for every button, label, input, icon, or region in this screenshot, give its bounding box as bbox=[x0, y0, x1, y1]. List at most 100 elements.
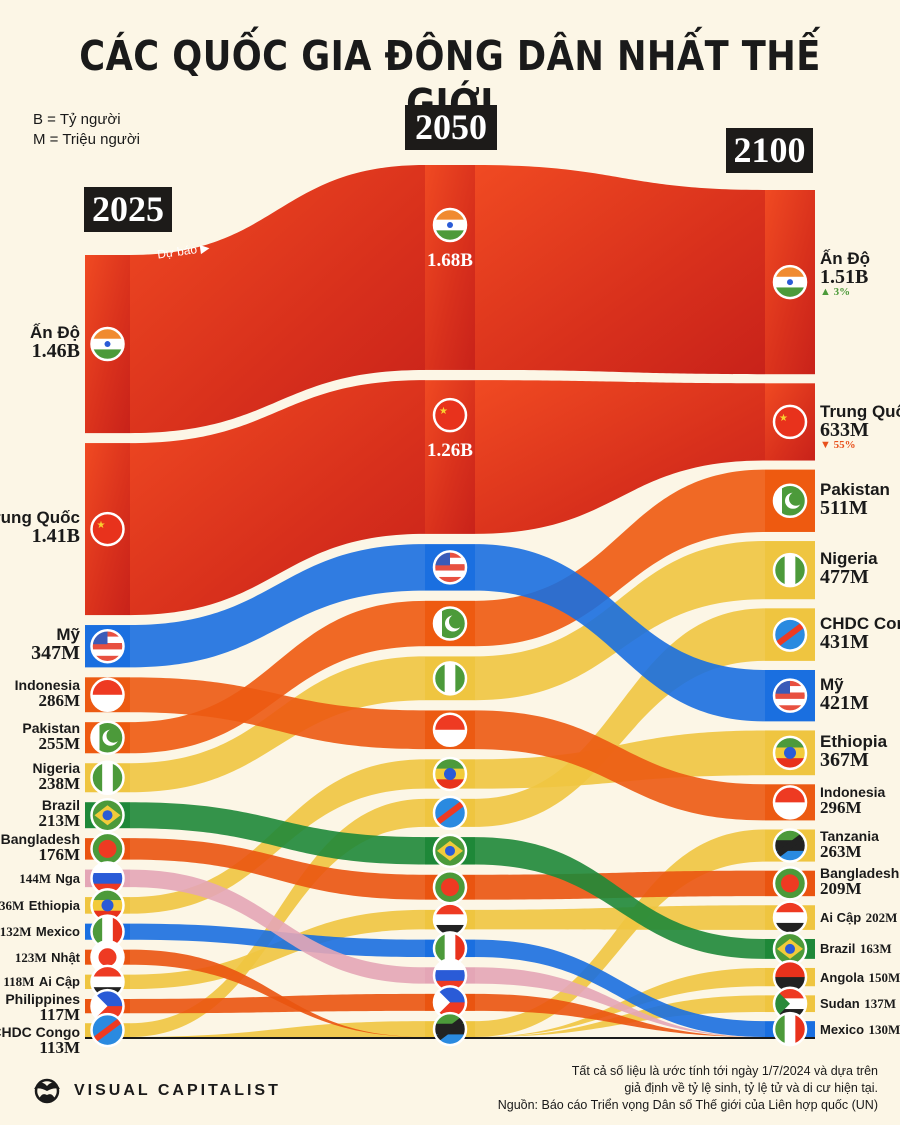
population-value: 136M bbox=[0, 897, 25, 913]
ribbon-china-2050-2100 bbox=[475, 380, 765, 534]
ribbon-china-2025-2050 bbox=[130, 380, 425, 616]
label-ethiopia-2025: 136M Ethiopia bbox=[0, 898, 80, 914]
label-philippines-2025: Philippines 117M bbox=[5, 992, 80, 1023]
population-value: 202M bbox=[865, 910, 898, 926]
label-india-2100: Ấn Độ 1.51B ▲ 3% bbox=[820, 250, 870, 298]
label-egypt-2025: 118M Ai Cập bbox=[3, 974, 80, 990]
svg-text:★: ★ bbox=[97, 520, 106, 531]
footnote: Tất cả số liệu là ước tính tới ngày 1/7/… bbox=[498, 1063, 878, 1114]
us-flag-icon bbox=[432, 550, 468, 585]
label-us-2025: Mỹ 347M bbox=[31, 626, 80, 663]
population-value: 511M bbox=[820, 496, 868, 519]
population-value: 633M bbox=[820, 419, 869, 442]
ribbon-indonesia-2025-2050 bbox=[130, 677, 425, 750]
country-name: Mexico bbox=[820, 1021, 865, 1037]
country-name: Mỹ bbox=[56, 625, 80, 645]
drc-flag-icon bbox=[90, 1012, 125, 1048]
label-us-2100: Mỹ 421M bbox=[820, 676, 869, 713]
population-value: 137M bbox=[864, 996, 896, 1012]
population-value: 1.46B bbox=[31, 340, 80, 363]
ribbon-india-2025-2050 bbox=[130, 165, 425, 434]
source-line: Nguồn: Báo cáo Triển vọng Dân số Thế giớ… bbox=[497, 1098, 878, 1112]
china-flag-icon: ★ bbox=[432, 397, 468, 433]
population-value: 263M bbox=[820, 841, 862, 861]
population-value: 209M bbox=[820, 879, 862, 899]
ribbon-tanzania-2025-2050 bbox=[130, 1021, 425, 1037]
ribbon-philippines-2050-2100 bbox=[475, 993, 765, 1037]
legend-billion: B = Tỷ người bbox=[33, 111, 121, 128]
ribbon-japan-2025-2050 bbox=[130, 949, 425, 1037]
ribbon-india-2050-2100 bbox=[475, 165, 765, 375]
country-name: Indonesia bbox=[820, 784, 886, 801]
play-arrow-icon: ▶ bbox=[199, 240, 211, 256]
country-name: Nigeria bbox=[820, 549, 878, 569]
population-value: 431M bbox=[820, 630, 869, 653]
population-value: 123M bbox=[14, 949, 47, 965]
population-value: 421M bbox=[820, 691, 869, 714]
brazil-flag-icon bbox=[772, 931, 808, 967]
tanzania-flag-icon bbox=[772, 828, 808, 863]
indonesia-flag-icon bbox=[772, 785, 808, 820]
population-value: 296M bbox=[820, 798, 862, 818]
country-name: Ấn Độ bbox=[29, 323, 80, 343]
india-flag-icon bbox=[90, 326, 125, 362]
india-flag-icon bbox=[772, 264, 808, 300]
population-value: 286M bbox=[38, 690, 80, 710]
india-flag-icon bbox=[432, 207, 468, 243]
legend-million: M = Triệu người bbox=[33, 131, 140, 148]
ribbon-tanzania-2050-2100 bbox=[475, 829, 765, 1037]
label-tanzania-2100: Tanzania 263M bbox=[820, 829, 879, 860]
label-japan-2025: 123M Nhật bbox=[15, 950, 80, 966]
country-name: Angola bbox=[820, 969, 865, 985]
ribbon-egypt-2050-2100 bbox=[475, 905, 765, 930]
indonesia-flag-icon bbox=[432, 712, 468, 748]
population-value: 117M bbox=[39, 1005, 80, 1025]
label-bangladesh-2100: Bangladesh 209M bbox=[820, 866, 899, 897]
country-name: Nhật bbox=[51, 949, 80, 965]
population-value: 176M bbox=[38, 844, 80, 864]
label-ethiopia-2100: Ethiopia 367M bbox=[820, 733, 887, 770]
label-india-2025: Ấn Độ 1.46B bbox=[30, 324, 80, 361]
population-value: 1.41B bbox=[31, 525, 80, 548]
ribbon-brazil-2050-2100 bbox=[475, 837, 765, 959]
population-value: 255M bbox=[38, 733, 80, 753]
brazil-flag-icon bbox=[432, 833, 468, 869]
pakistan-flag-icon bbox=[90, 720, 125, 755]
label-indonesia-2025: Indonesia 286M bbox=[15, 678, 80, 709]
ribbon-brazil-2025-2050 bbox=[130, 802, 425, 865]
bangladesh-flag-icon bbox=[772, 866, 808, 901]
country-name: Brazil bbox=[41, 797, 80, 814]
country-name: Bangladesh bbox=[820, 865, 900, 882]
ethiopia-flag-icon bbox=[772, 735, 808, 771]
change-indicator: ▲ 3% bbox=[820, 286, 851, 298]
svg-text:★: ★ bbox=[439, 406, 448, 417]
country-name: Nga bbox=[55, 870, 80, 886]
china-flag-icon: ★ bbox=[772, 404, 808, 440]
country-name: Trung Quốc bbox=[0, 508, 80, 528]
label-russia-2025: 144M Nga bbox=[19, 871, 80, 887]
label-pakistan-2100: Pakistan 511M bbox=[820, 481, 890, 518]
population-value: 213M bbox=[38, 811, 80, 831]
country-name: Ấn Độ bbox=[820, 249, 871, 268]
nigeria-flag-icon bbox=[90, 760, 125, 795]
label-sudan-2100: Sudan 137M bbox=[820, 996, 896, 1012]
drc-flag-icon bbox=[432, 795, 468, 831]
footnote-line-1: Tất cả số liệu là ước tính tới ngày 1/7/… bbox=[571, 1064, 878, 1078]
country-name: Bangladesh bbox=[0, 830, 80, 847]
ribbon-mexico-2025-2050 bbox=[130, 923, 425, 958]
pakistan-flag-icon bbox=[432, 606, 468, 641]
label-brazil-2025: Brazil 213M bbox=[38, 798, 80, 829]
us-flag-icon bbox=[90, 628, 125, 664]
country-name: Ai Cập bbox=[38, 974, 80, 990]
ribbon-russia-2025-2050 bbox=[130, 869, 425, 984]
population-value: 118M bbox=[3, 974, 35, 990]
brand-logo: VISUAL CAPITALIST bbox=[30, 1078, 281, 1104]
population-value: 163M bbox=[859, 941, 892, 957]
flow-ribbons bbox=[130, 165, 765, 1037]
label-bangladesh-2025: Bangladesh 176M bbox=[1, 832, 80, 863]
population-value: 367M bbox=[820, 748, 869, 771]
ribbon-bangladesh-2050-2100 bbox=[475, 870, 765, 900]
brand-name: VISUAL CAPITALIST bbox=[74, 1082, 281, 1099]
country-name: Tanzania bbox=[820, 827, 879, 844]
